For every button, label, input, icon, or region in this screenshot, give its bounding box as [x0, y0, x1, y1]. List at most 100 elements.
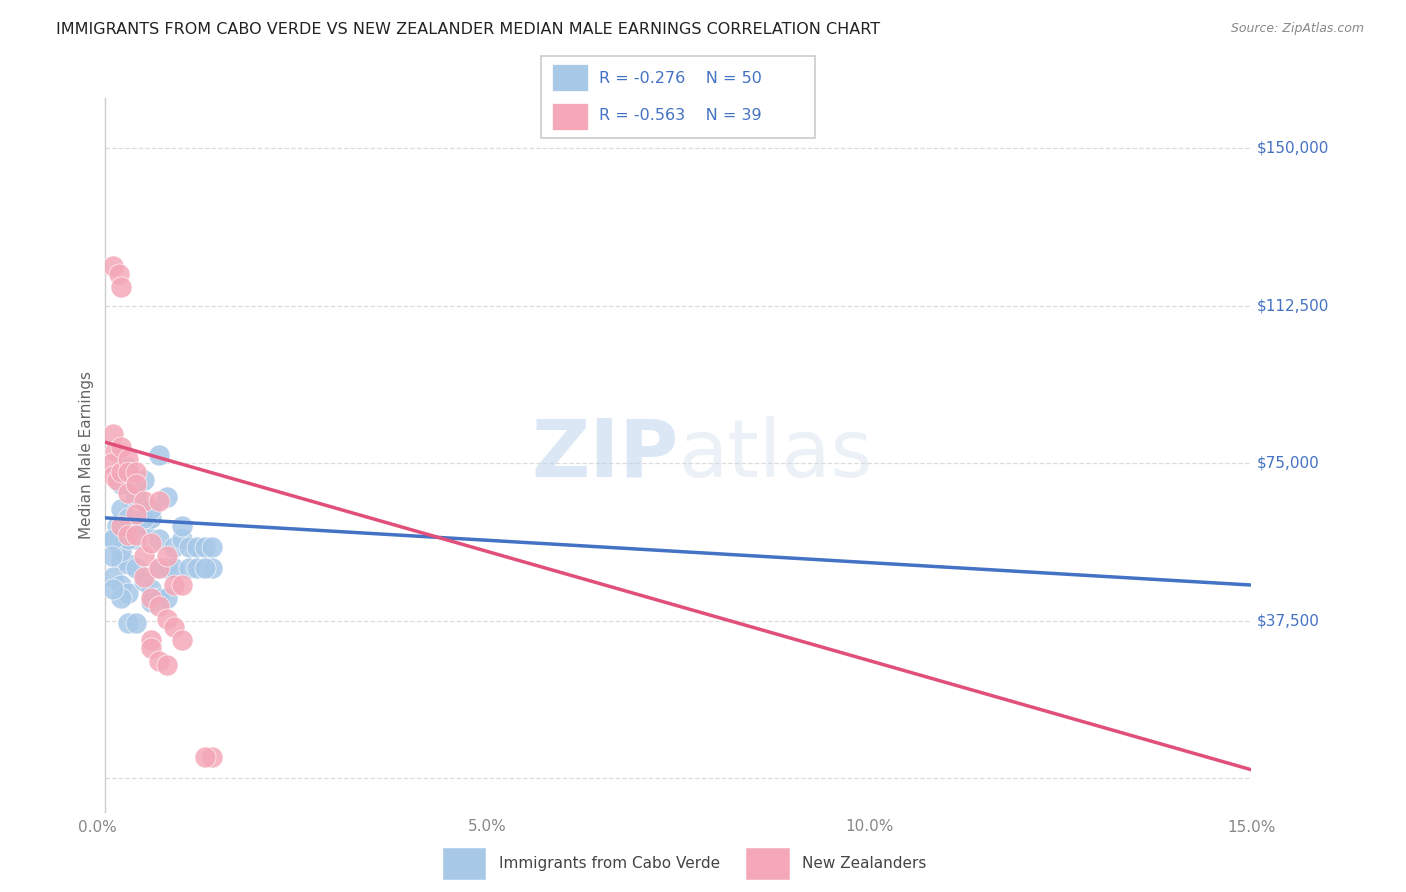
- Point: [110, 477, 132, 491]
- Point: [155, 657, 177, 672]
- Point: [117, 465, 139, 479]
- Point: [125, 615, 148, 630]
- Text: $112,500: $112,500: [1257, 299, 1330, 313]
- Point: [141, 536, 163, 550]
- Point: [104, 443, 127, 458]
- Point: [132, 549, 155, 563]
- Point: [170, 578, 193, 592]
- Point: [148, 561, 170, 575]
- Point: [141, 595, 163, 609]
- Point: [141, 582, 163, 597]
- Point: [105, 519, 128, 533]
- Point: [110, 544, 132, 558]
- Point: [125, 507, 148, 521]
- Point: [101, 569, 124, 583]
- Text: R = -0.563    N = 39: R = -0.563 N = 39: [599, 108, 762, 123]
- Point: [201, 561, 224, 575]
- Point: [163, 578, 186, 592]
- Point: [101, 259, 124, 273]
- Bar: [553, 103, 588, 130]
- Text: 0.0%: 0.0%: [79, 820, 117, 835]
- Point: [110, 440, 132, 454]
- Point: [101, 582, 124, 597]
- Point: [101, 532, 124, 546]
- Point: [110, 502, 132, 516]
- Point: [110, 519, 132, 533]
- Point: [117, 615, 139, 630]
- Point: [155, 549, 177, 563]
- Point: [125, 490, 148, 504]
- Text: IMMIGRANTS FROM CABO VERDE VS NEW ZEALANDER MEDIAN MALE EARNINGS CORRELATION CHA: IMMIGRANTS FROM CABO VERDE VS NEW ZEALAN…: [56, 22, 880, 37]
- Text: 15.0%: 15.0%: [1227, 820, 1275, 835]
- Point: [110, 465, 132, 479]
- Text: atlas: atlas: [678, 416, 873, 494]
- Point: [110, 591, 132, 605]
- Point: [101, 469, 124, 483]
- Point: [163, 561, 186, 575]
- Point: [117, 511, 139, 525]
- Text: Immigrants from Cabo Verde: Immigrants from Cabo Verde: [499, 855, 720, 871]
- Point: [125, 519, 148, 533]
- Point: [155, 490, 177, 504]
- Point: [155, 591, 177, 605]
- Bar: [443, 848, 486, 880]
- Text: Source: ZipAtlas.com: Source: ZipAtlas.com: [1230, 22, 1364, 36]
- Point: [132, 519, 155, 533]
- Point: [110, 553, 132, 567]
- Text: $75,000: $75,000: [1257, 456, 1320, 471]
- Text: ZIP: ZIP: [531, 416, 678, 494]
- Text: New Zealanders: New Zealanders: [801, 855, 927, 871]
- Point: [155, 612, 177, 626]
- Point: [105, 473, 128, 487]
- Point: [125, 561, 148, 575]
- Point: [117, 485, 139, 500]
- Point: [201, 541, 224, 555]
- Point: [125, 527, 148, 541]
- Point: [101, 426, 124, 441]
- Point: [155, 561, 177, 575]
- Point: [141, 511, 163, 525]
- Text: $150,000: $150,000: [1257, 141, 1330, 156]
- Bar: [747, 848, 790, 880]
- Point: [132, 569, 155, 583]
- Point: [170, 632, 193, 647]
- Point: [194, 561, 217, 575]
- Point: [194, 541, 217, 555]
- Point: [132, 494, 155, 508]
- FancyBboxPatch shape: [541, 56, 815, 138]
- Point: [194, 750, 217, 764]
- Point: [148, 448, 170, 462]
- Point: [125, 477, 148, 491]
- Point: [110, 578, 132, 592]
- Point: [117, 452, 139, 467]
- Point: [141, 502, 163, 516]
- Point: [201, 750, 224, 764]
- Point: [117, 532, 139, 546]
- Text: $37,500: $37,500: [1257, 613, 1320, 628]
- Point: [141, 640, 163, 655]
- Point: [170, 532, 193, 546]
- Point: [179, 561, 201, 575]
- Point: [117, 557, 139, 571]
- Point: [117, 460, 139, 475]
- Point: [100, 456, 122, 470]
- Point: [148, 532, 170, 546]
- Y-axis label: Median Male Earnings: Median Male Earnings: [79, 371, 94, 539]
- Point: [141, 632, 163, 647]
- Point: [148, 591, 170, 605]
- Point: [148, 654, 170, 668]
- Point: [132, 511, 155, 525]
- Bar: [553, 64, 588, 92]
- Point: [125, 465, 148, 479]
- Point: [170, 519, 193, 533]
- Point: [179, 541, 201, 555]
- Point: [186, 541, 208, 555]
- Point: [132, 574, 155, 588]
- Point: [141, 591, 163, 605]
- Point: [110, 280, 132, 294]
- Point: [125, 532, 148, 546]
- Point: [148, 599, 170, 613]
- Point: [186, 561, 208, 575]
- Point: [117, 586, 139, 600]
- Point: [148, 561, 170, 575]
